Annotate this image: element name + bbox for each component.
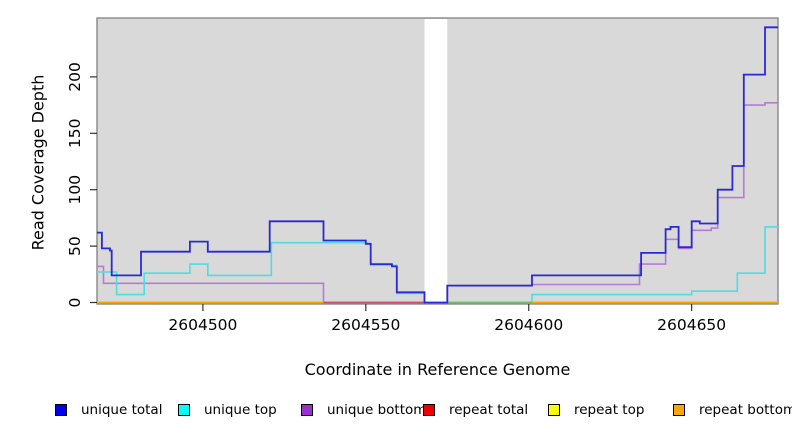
y-axis-tick-label: 100 [66,175,84,205]
coverage-gap-band [424,19,448,303]
legend-swatch-unique-top [178,404,190,416]
legend-swatch-unique-total [55,404,67,416]
legend-label: repeat bottom [699,402,792,418]
y-axis-tick-label: 50 [66,236,84,256]
legend-item-repeat-total: repeat total [423,400,528,420]
legend-item-repeat-bottom: repeat bottom [673,400,792,420]
x-axis-tick-label: 2604550 [331,316,400,334]
x-axis-tick-label: 2604500 [168,316,237,334]
legend: unique total unique top unique bottom repea… [0,400,792,424]
legend-item-unique-bottom: unique bottom [301,400,426,420]
legend-label: repeat total [449,402,529,418]
legend-label: unique top [204,402,277,418]
legend-item-unique-total: unique total [55,400,162,420]
y-axis-tick-label: 0 [66,298,84,308]
legend-swatch-repeat-total [423,404,435,416]
series-line-unique-total [97,26,778,304]
legend-item-unique-top: unique top [178,400,277,420]
legend-swatch-repeat-bottom [673,404,685,416]
y-axis-title: Read Coverage Depth [28,74,48,251]
legend-swatch-unique-bottom [301,404,313,416]
legend-swatch-repeat-top [548,404,560,416]
legend-label: unique total [81,402,163,418]
y-axis-tick-label: 150 [66,119,84,149]
x-axis-tick-label: 2604600 [494,316,563,334]
x-axis-tick-label: 2604650 [657,316,726,334]
legend-label: unique bottom [327,402,427,418]
y-axis-tick-label: 200 [66,62,84,92]
legend-item-repeat-top: repeat top [548,400,644,420]
x-axis-title: Coordinate in Reference Genome [304,360,571,379]
legend-label: repeat top [574,402,645,418]
